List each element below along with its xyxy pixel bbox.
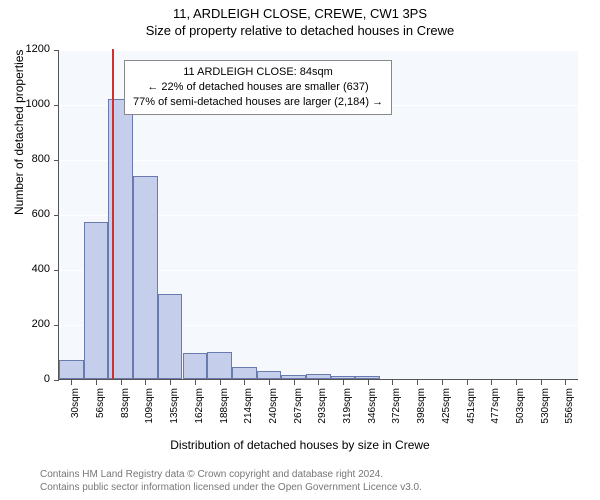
- xtick-label: 372sqm: [391, 388, 402, 438]
- x-axis-label: Distribution of detached houses by size …: [0, 438, 600, 452]
- xtick-mark: [392, 380, 393, 385]
- ytick-label: 400: [10, 263, 50, 275]
- xtick-label: 530sqm: [540, 388, 551, 438]
- ytick-label: 0: [10, 373, 50, 385]
- xtick-mark: [318, 380, 319, 385]
- xtick-label: 83sqm: [120, 388, 131, 438]
- bar: [158, 294, 183, 379]
- ytick-mark: [54, 50, 59, 51]
- xtick-label: 135sqm: [169, 388, 180, 438]
- gridline: [59, 50, 579, 51]
- bar: [84, 222, 109, 379]
- xtick-label: 188sqm: [219, 388, 230, 438]
- xtick-mark: [541, 380, 542, 385]
- xtick-mark: [565, 380, 566, 385]
- annotation-line: 11 ARDLEIGH CLOSE: 84sqm: [133, 65, 383, 80]
- xtick-mark: [71, 380, 72, 385]
- xtick-label: 398sqm: [416, 388, 427, 438]
- xtick-mark: [491, 380, 492, 385]
- ytick-label: 800: [10, 153, 50, 165]
- bar: [306, 374, 331, 379]
- xtick-label: 162sqm: [194, 388, 205, 438]
- ytick-mark: [54, 380, 59, 381]
- xtick-mark: [121, 380, 122, 385]
- y-axis-label: Number of detached properties: [12, 50, 26, 215]
- xtick-mark: [96, 380, 97, 385]
- bar: [281, 375, 306, 379]
- xtick-label: 240sqm: [268, 388, 279, 438]
- xtick-mark: [368, 380, 369, 385]
- annotation-line: ← 22% of detached houses are smaller (63…: [133, 80, 383, 95]
- xtick-mark: [417, 380, 418, 385]
- xtick-label: 451sqm: [466, 388, 477, 438]
- ytick-label: 200: [10, 318, 50, 330]
- xtick-label: 267sqm: [293, 388, 304, 438]
- ytick-mark: [54, 325, 59, 326]
- bar: [355, 376, 380, 379]
- highlight-line: [112, 49, 114, 379]
- xtick-mark: [170, 380, 171, 385]
- xtick-label: 109sqm: [144, 388, 155, 438]
- ytick-mark: [54, 215, 59, 216]
- chart-container: 11, ARDLEIGH CLOSE, CREWE, CW1 3PS Size …: [0, 0, 600, 500]
- xtick-label: 30sqm: [70, 388, 81, 438]
- footer-line: Contains HM Land Registry data © Crown c…: [40, 468, 422, 481]
- ytick-mark: [54, 105, 59, 106]
- annotation-line: 77% of semi-detached houses are larger (…: [133, 95, 383, 110]
- xtick-label: 293sqm: [317, 388, 328, 438]
- xtick-label: 346sqm: [367, 388, 378, 438]
- xtick-mark: [244, 380, 245, 385]
- ytick-mark: [54, 270, 59, 271]
- annotation-box: 11 ARDLEIGH CLOSE: 84sqm ← 22% of detach…: [124, 60, 392, 115]
- xtick-mark: [220, 380, 221, 385]
- chart-title: 11, ARDLEIGH CLOSE, CREWE, CW1 3PS: [0, 0, 600, 21]
- bar: [59, 360, 84, 379]
- xtick-mark: [467, 380, 468, 385]
- footer-line: Contains public sector information licen…: [40, 481, 422, 494]
- xtick-mark: [269, 380, 270, 385]
- ytick-label: 1000: [10, 98, 50, 110]
- xtick-mark: [343, 380, 344, 385]
- xtick-label: 556sqm: [564, 388, 575, 438]
- xtick-mark: [516, 380, 517, 385]
- xtick-mark: [442, 380, 443, 385]
- xtick-mark: [195, 380, 196, 385]
- xtick-label: 503sqm: [515, 388, 526, 438]
- bar: [257, 371, 282, 379]
- ytick-label: 1200: [10, 43, 50, 55]
- xtick-label: 319sqm: [342, 388, 353, 438]
- ytick-label: 600: [10, 208, 50, 220]
- xtick-label: 214sqm: [243, 388, 254, 438]
- footer-text: Contains HM Land Registry data © Crown c…: [40, 468, 422, 494]
- xtick-label: 477sqm: [490, 388, 501, 438]
- ytick-mark: [54, 160, 59, 161]
- bar: [133, 176, 158, 380]
- bar: [207, 352, 232, 380]
- bar: [232, 367, 257, 379]
- xtick-mark: [294, 380, 295, 385]
- bar: [331, 376, 356, 379]
- chart-subtitle: Size of property relative to detached ho…: [0, 21, 600, 38]
- gridline: [59, 160, 579, 161]
- bar: [183, 353, 208, 379]
- xtick-mark: [145, 380, 146, 385]
- xtick-label: 56sqm: [95, 388, 106, 438]
- xtick-label: 425sqm: [441, 388, 452, 438]
